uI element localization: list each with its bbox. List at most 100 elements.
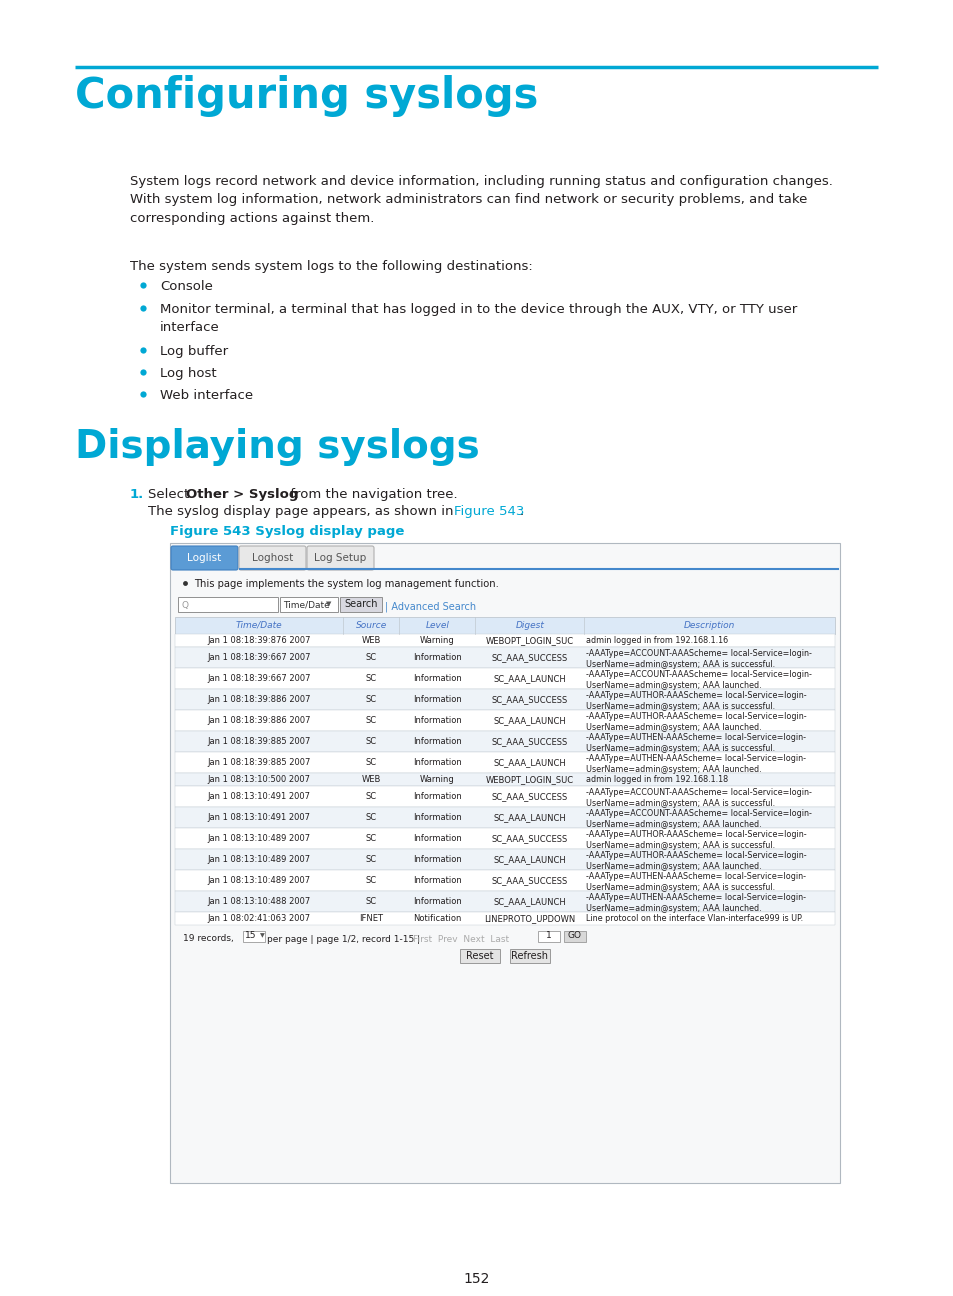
Text: This page implements the system log management function.: This page implements the system log mana… xyxy=(193,579,498,588)
Text: Information: Information xyxy=(413,876,461,885)
Text: SC_AAA_LAUNCH: SC_AAA_LAUNCH xyxy=(493,897,565,906)
Text: Line protocol on the interface Vlan-interface999 is UP.: Line protocol on the interface Vlan-inte… xyxy=(585,914,802,923)
Text: The syslog display page appears, as shown in: The syslog display page appears, as show… xyxy=(148,505,457,518)
Text: Level: Level xyxy=(425,621,449,630)
Text: Information: Information xyxy=(413,792,461,801)
Text: System logs record network and device information, including running status and : System logs record network and device in… xyxy=(130,175,832,226)
Bar xyxy=(174,849,834,870)
Text: admin logged in from 192.168.1.18: admin logged in from 192.168.1.18 xyxy=(585,775,727,784)
Text: Source: Source xyxy=(355,621,387,630)
Text: Information: Information xyxy=(413,813,461,822)
Bar xyxy=(510,949,550,963)
Text: Jan 1 08:13:10:488 2007: Jan 1 08:13:10:488 2007 xyxy=(208,897,311,906)
Text: Information: Information xyxy=(413,715,461,724)
Text: -AAAType=ACCOUNT-AAAScheme= local-Service=login-
UserName=admin@system; AAA is s: -AAAType=ACCOUNT-AAAScheme= local-Servic… xyxy=(585,788,811,809)
Bar xyxy=(174,667,834,689)
Text: 1: 1 xyxy=(545,932,551,941)
Text: Loghost: Loghost xyxy=(252,553,293,562)
Text: Information: Information xyxy=(413,674,461,683)
Bar xyxy=(174,785,834,807)
Bar xyxy=(174,772,834,785)
Text: Information: Information xyxy=(413,758,461,767)
Text: SC_AAA_SUCCESS: SC_AAA_SUCCESS xyxy=(491,653,567,662)
Text: Log Setup: Log Setup xyxy=(314,553,366,562)
Text: Jan 1 08:13:10:489 2007: Jan 1 08:13:10:489 2007 xyxy=(208,876,311,885)
Text: admin logged in from 192.168.1.16: admin logged in from 192.168.1.16 xyxy=(585,636,727,645)
Text: Other > Syslog: Other > Syslog xyxy=(186,489,298,502)
Text: Q: Q xyxy=(182,601,189,610)
Text: SC_AAA_SUCCESS: SC_AAA_SUCCESS xyxy=(491,835,567,842)
Text: .: . xyxy=(519,505,523,518)
Text: Information: Information xyxy=(413,653,461,662)
Text: Time/Date: Time/Date xyxy=(235,621,282,630)
Bar xyxy=(174,870,834,892)
Text: Information: Information xyxy=(413,835,461,842)
Bar xyxy=(174,710,834,731)
Text: SC_AAA_LAUNCH: SC_AAA_LAUNCH xyxy=(493,715,565,724)
Text: SC: SC xyxy=(365,855,376,864)
Text: Configuring syslogs: Configuring syslogs xyxy=(75,75,537,117)
Text: GO: GO xyxy=(567,932,581,941)
Bar xyxy=(174,634,834,647)
Text: Information: Information xyxy=(413,695,461,704)
Text: WEBOPT_LOGIN_SUC: WEBOPT_LOGIN_SUC xyxy=(485,775,573,784)
Text: Select: Select xyxy=(148,489,193,502)
Text: from the navigation tree.: from the navigation tree. xyxy=(286,489,457,502)
Text: SC: SC xyxy=(365,758,376,767)
Text: Jan 1 08:13:10:489 2007: Jan 1 08:13:10:489 2007 xyxy=(208,835,311,842)
Text: SC: SC xyxy=(365,897,376,906)
Text: Digest: Digest xyxy=(515,621,543,630)
Text: Jan 1 08:18:39:886 2007: Jan 1 08:18:39:886 2007 xyxy=(207,695,311,704)
Text: Jan 1 08:18:39:886 2007: Jan 1 08:18:39:886 2007 xyxy=(207,715,311,724)
Bar xyxy=(174,731,834,752)
Text: Log host: Log host xyxy=(160,367,216,380)
Text: -AAAType=ACCOUNT-AAAScheme= local-Service=login-
UserName=admin@system; AAA is s: -AAAType=ACCOUNT-AAAScheme= local-Servic… xyxy=(585,649,811,669)
Text: SC_AAA_LAUNCH: SC_AAA_LAUNCH xyxy=(493,674,565,683)
Text: Search: Search xyxy=(344,599,377,609)
Text: Displaying syslogs: Displaying syslogs xyxy=(75,428,479,467)
Text: WEB: WEB xyxy=(361,636,380,645)
Text: Loglist: Loglist xyxy=(187,553,221,562)
Text: IFNET: IFNET xyxy=(359,914,383,923)
Text: Web interface: Web interface xyxy=(160,389,253,402)
Text: Jan 1 08:13:10:500 2007: Jan 1 08:13:10:500 2007 xyxy=(208,775,311,784)
Text: per page | page 1/2, record 1-15 |: per page | page 1/2, record 1-15 | xyxy=(267,934,419,943)
Bar xyxy=(174,617,834,634)
Text: ▼: ▼ xyxy=(326,601,331,607)
Text: 15: 15 xyxy=(245,932,256,941)
Bar xyxy=(174,647,834,667)
Text: Monitor terminal, a terminal that has logged in to the device through the AUX, V: Monitor terminal, a terminal that has lo… xyxy=(160,303,797,334)
Bar xyxy=(170,543,840,1183)
Text: Jan 1 08:18:39:876 2007: Jan 1 08:18:39:876 2007 xyxy=(207,636,311,645)
Text: Information: Information xyxy=(413,855,461,864)
Text: The system sends system logs to the following destinations:: The system sends system logs to the foll… xyxy=(130,260,532,273)
Text: SC_AAA_LAUNCH: SC_AAA_LAUNCH xyxy=(493,813,565,822)
Bar xyxy=(280,597,337,612)
Text: First  Prev  Next  Last: First Prev Next Last xyxy=(413,934,509,943)
Text: Jan 1 08:13:10:491 2007: Jan 1 08:13:10:491 2007 xyxy=(208,813,311,822)
Text: SC_AAA_LAUNCH: SC_AAA_LAUNCH xyxy=(493,758,565,767)
Text: -AAAType=ACCOUNT-AAAScheme= local-Service=login-
UserName=admin@system; AAA laun: -AAAType=ACCOUNT-AAAScheme= local-Servic… xyxy=(585,809,811,829)
Text: Figure 543: Figure 543 xyxy=(454,505,524,518)
Bar xyxy=(174,807,834,828)
Bar xyxy=(563,931,585,942)
Bar xyxy=(243,931,265,942)
Text: -AAAType=ACCOUNT-AAAScheme= local-Service=login-
UserName=admin@system; AAA laun: -AAAType=ACCOUNT-AAAScheme= local-Servic… xyxy=(585,670,811,689)
Text: SC: SC xyxy=(365,876,376,885)
Text: Reset: Reset xyxy=(466,951,494,962)
Text: Warning: Warning xyxy=(419,636,455,645)
Text: SC_AAA_SUCCESS: SC_AAA_SUCCESS xyxy=(491,792,567,801)
FancyBboxPatch shape xyxy=(171,546,237,570)
Text: 152: 152 xyxy=(463,1271,490,1286)
Text: -AAAType=AUTHEN-AAAScheme= local-Service=login-
UserName=admin@system; AAA launc: -AAAType=AUTHEN-AAAScheme= local-Service… xyxy=(585,754,805,774)
Text: 1.: 1. xyxy=(130,489,144,502)
Bar xyxy=(174,892,834,912)
Bar xyxy=(178,597,277,612)
Bar xyxy=(174,912,834,925)
Text: WEBOPT_LOGIN_SUC: WEBOPT_LOGIN_SUC xyxy=(485,636,573,645)
Text: -AAAType=AUTHOR-AAAScheme= local-Service=login-
UserName=admin@system; AAA is su: -AAAType=AUTHOR-AAAScheme= local-Service… xyxy=(585,829,806,850)
Text: Console: Console xyxy=(160,280,213,293)
Text: Refresh: Refresh xyxy=(511,951,548,962)
Text: Jan 1 08:13:10:491 2007: Jan 1 08:13:10:491 2007 xyxy=(208,792,311,801)
Text: -AAAType=AUTHOR-AAAScheme= local-Service=login-
UserName=admin@system; AAA launc: -AAAType=AUTHOR-AAAScheme= local-Service… xyxy=(585,712,806,732)
